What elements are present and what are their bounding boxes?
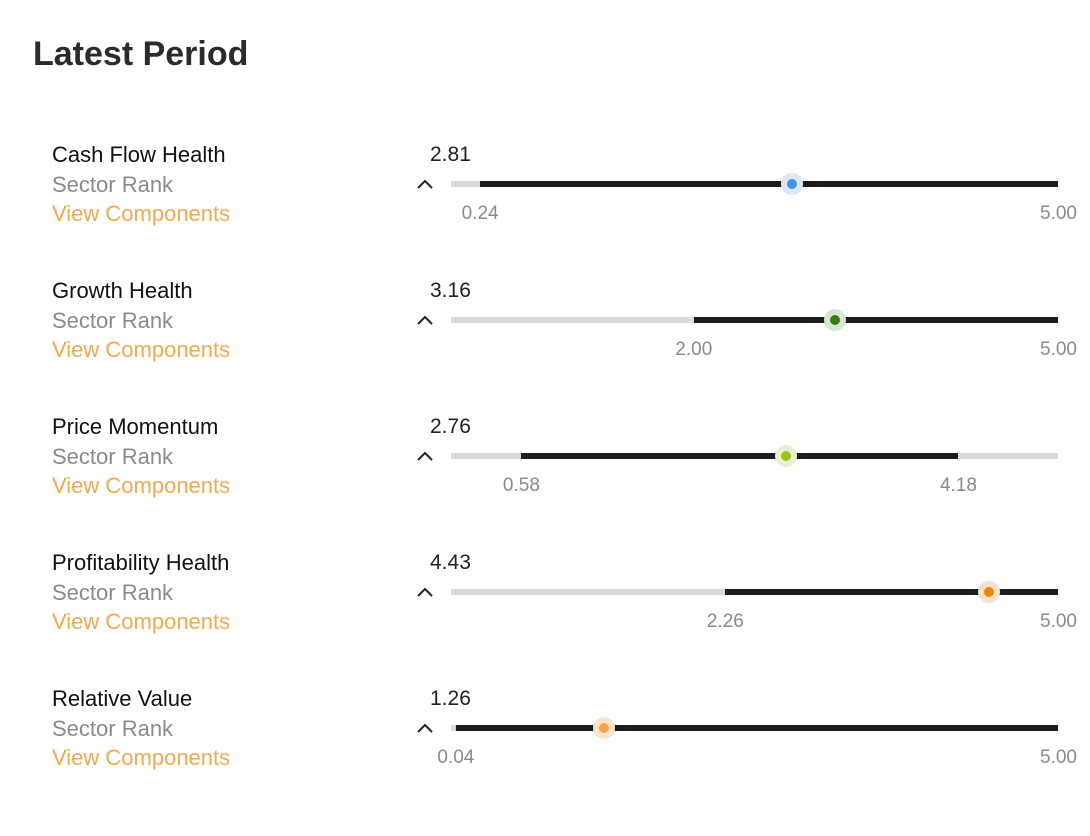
score-marker	[592, 717, 615, 739]
metric-score: 4.43	[430, 551, 471, 574]
range-low-label: 2.26	[706, 611, 744, 632]
range-low-label: 2.00	[675, 339, 713, 360]
metric-name: Relative Value	[52, 686, 193, 711]
range-low-label: 0.58	[502, 475, 540, 496]
metric-row-price-momentum: Price Momentum Sector Rank View Componen…	[0, 413, 1090, 513]
metric-row-growth-health: Growth Health Sector Rank View Component…	[0, 277, 1090, 377]
metric-score: 3.16	[430, 279, 471, 302]
range-high-label: 4.18	[939, 475, 977, 496]
score-marker	[775, 445, 798, 467]
metric-name: Profitability Health	[52, 550, 230, 575]
view-components-link[interactable]: View Components	[52, 609, 231, 634]
metric-score: 2.81	[430, 143, 471, 166]
sector-range-bar	[455, 725, 1058, 731]
chevron-up-icon[interactable]	[414, 311, 436, 329]
range-high-label: 5.00	[1040, 747, 1077, 768]
range-low-label: 0.04	[437, 747, 475, 768]
metric-row-profitability-health: Profitability Health Sector Rank View Co…	[0, 549, 1090, 649]
range-high-label: 5.00	[1040, 203, 1077, 224]
sector-rank-label: Sector Rank	[52, 172, 174, 197]
rank-slider-track	[451, 445, 1058, 467]
view-components-link[interactable]: View Components	[52, 201, 231, 226]
range-high-label: 5.00	[1040, 339, 1077, 360]
rank-slider-track	[451, 717, 1058, 739]
chevron-up-icon[interactable]	[414, 175, 436, 193]
metric-name: Price Momentum	[52, 414, 219, 439]
sector-rank-label: Sector Rank	[52, 580, 174, 605]
metric-row-cash-flow-health: Cash Flow Health Sector Rank View Compon…	[0, 141, 1090, 241]
rank-slider-track	[451, 173, 1058, 195]
range-low-label: 0.24	[461, 203, 499, 224]
sector-rank-label: Sector Rank	[52, 308, 174, 333]
view-components-link[interactable]: View Components	[52, 337, 231, 362]
metric-row-relative-value: Relative Value Sector Rank View Componen…	[0, 685, 1090, 785]
sector-rank-label: Sector Rank	[52, 716, 174, 741]
page-title: Latest Period	[33, 35, 249, 73]
chevron-up-icon[interactable]	[414, 719, 436, 737]
rank-slider-track	[451, 581, 1058, 603]
view-components-link[interactable]: View Components	[52, 473, 231, 498]
sector-range-bar	[725, 589, 1058, 595]
sector-range-bar	[693, 317, 1058, 323]
score-marker	[823, 309, 846, 331]
chevron-up-icon[interactable]	[414, 583, 436, 601]
sector-rank-label: Sector Rank	[52, 444, 174, 469]
score-marker	[781, 173, 804, 195]
score-marker	[977, 581, 1000, 603]
metric-name: Growth Health	[52, 278, 193, 303]
rank-slider-track	[451, 309, 1058, 331]
view-components-link[interactable]: View Components	[52, 745, 231, 770]
sector-range-bar	[480, 181, 1058, 187]
metric-name: Cash Flow Health	[52, 142, 226, 167]
metric-score: 2.76	[430, 415, 471, 438]
chevron-up-icon[interactable]	[414, 447, 436, 465]
metric-score: 1.26	[430, 687, 471, 710]
sector-range-bar	[521, 453, 959, 459]
range-high-label: 5.00	[1040, 611, 1077, 632]
